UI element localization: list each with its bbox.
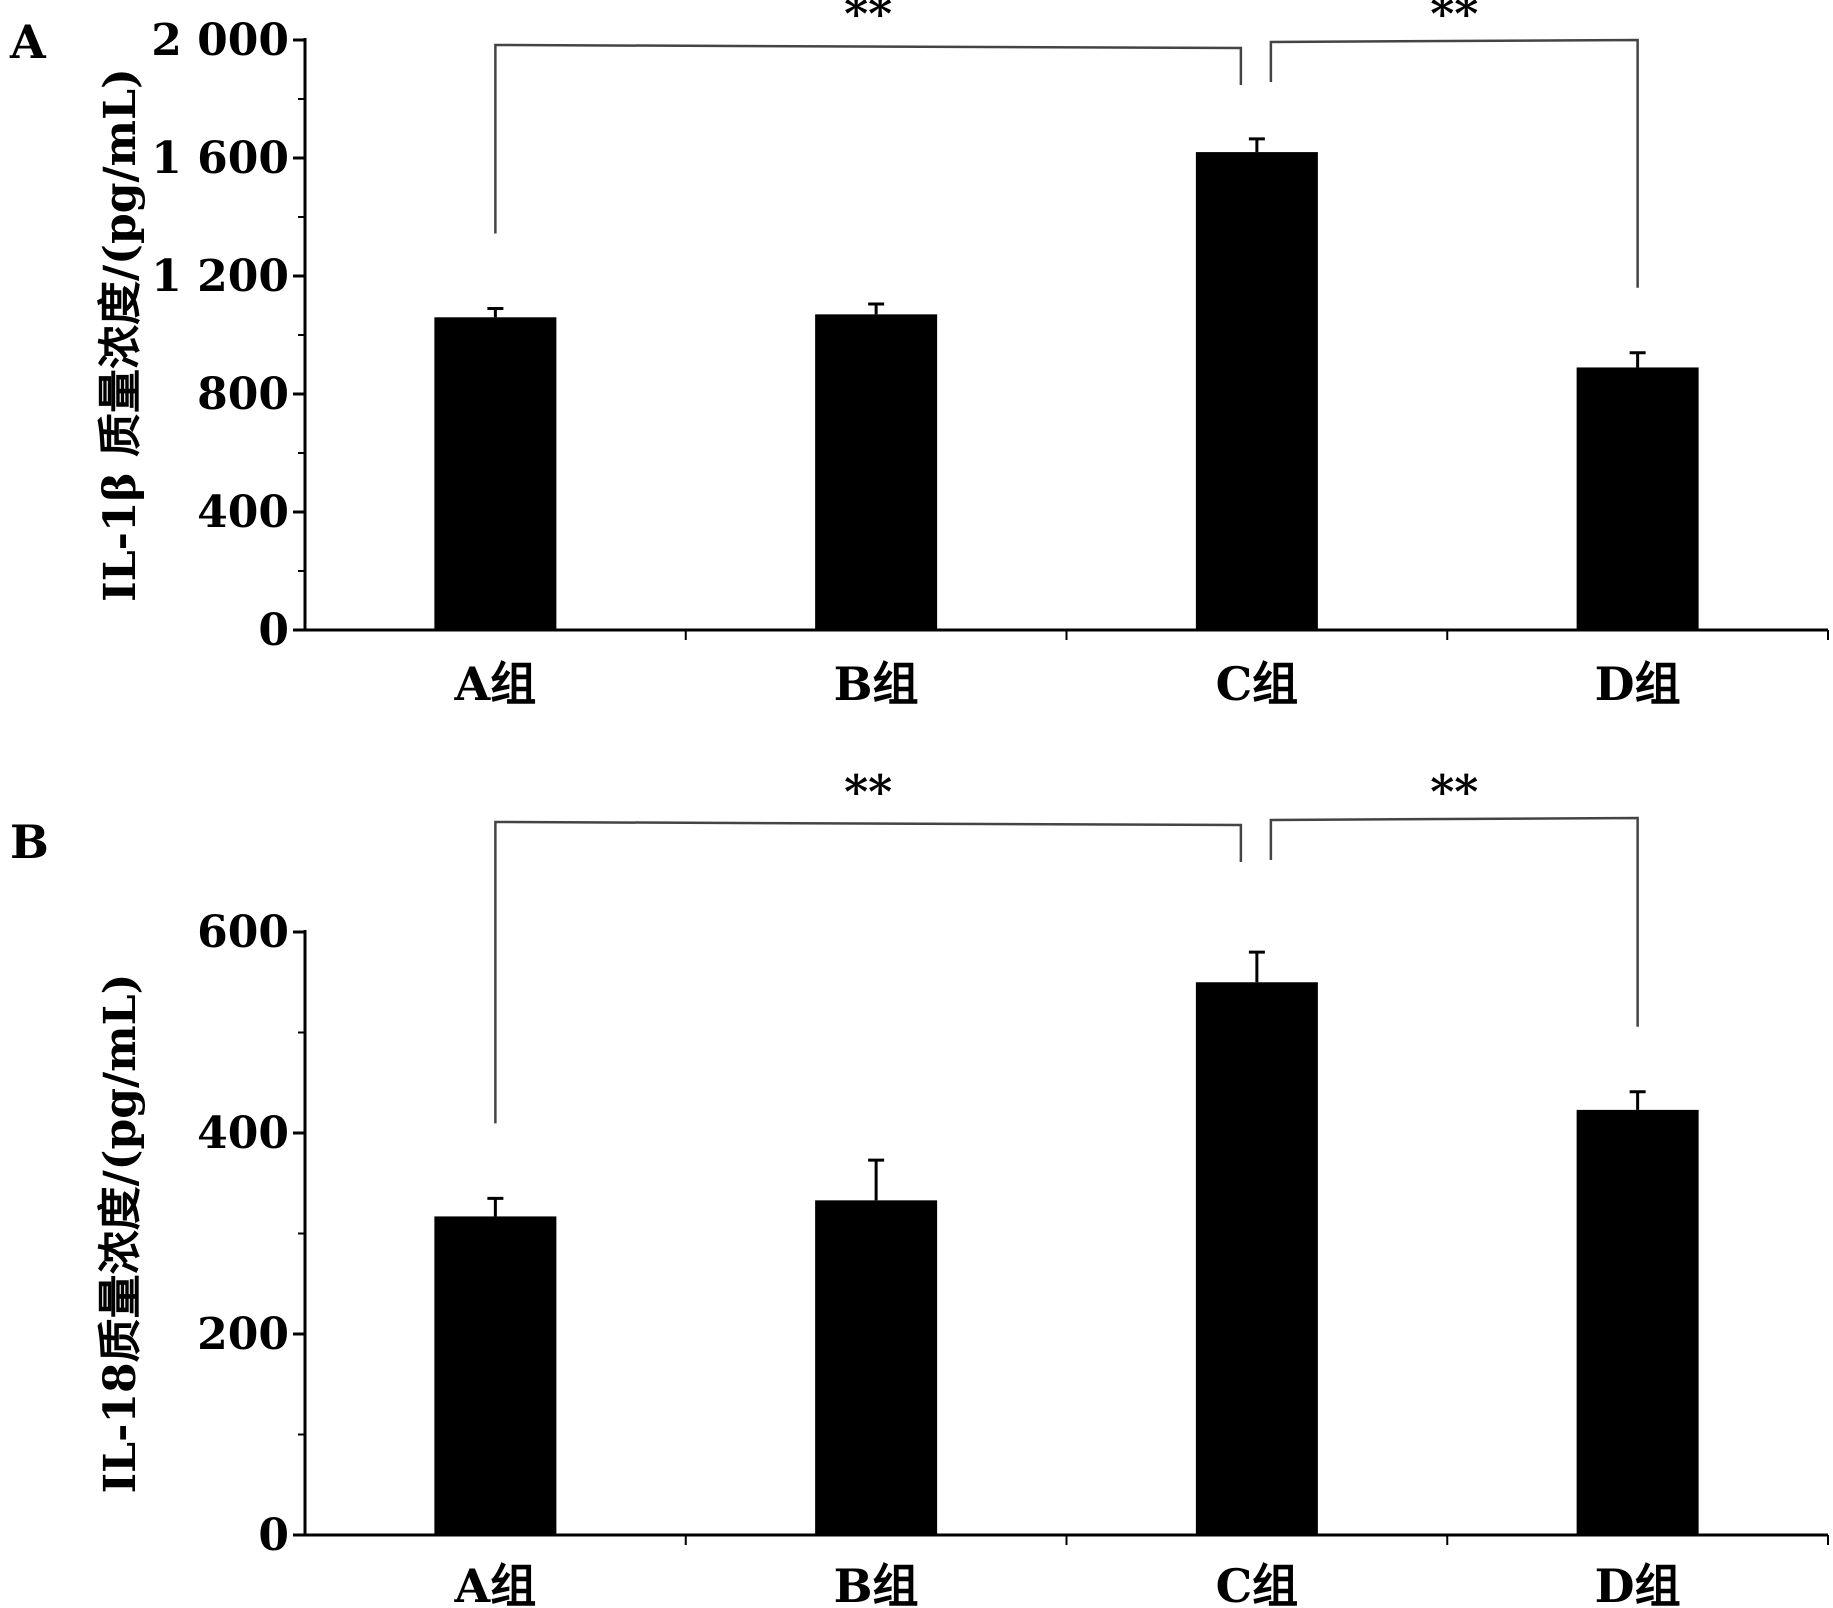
category-label: A组 bbox=[454, 657, 537, 711]
significance-bracket-0 bbox=[494, 43, 1243, 234]
bar-1 bbox=[815, 1200, 938, 1535]
bar-2 bbox=[1195, 152, 1318, 630]
y-tick-label: 200 bbox=[197, 1309, 289, 1360]
y-tick-label: 0 bbox=[258, 605, 289, 656]
category-label: B组 bbox=[834, 1559, 919, 1608]
y-tick-label: 1 200 bbox=[151, 251, 289, 302]
category-label: D组 bbox=[1595, 657, 1681, 711]
chart-panel-a: A 0 400 800 1 200 1 600 2 000 A组 B组 C组 D组 IL-1β 质量浓… bbox=[9, 0, 1829, 711]
y-tick-label: 0 bbox=[258, 1510, 289, 1561]
bar-1 bbox=[815, 314, 938, 630]
y-tick-label: 2 000 bbox=[151, 15, 289, 66]
significance-label: ** bbox=[1430, 0, 1478, 41]
y-axis-label: IL-1β 质量浓度/(pg/mL) bbox=[95, 68, 146, 602]
y-tick-label: 600 bbox=[197, 907, 289, 958]
significance-label: ** bbox=[844, 0, 892, 41]
bar-0 bbox=[434, 317, 557, 630]
bar-2 bbox=[1195, 982, 1318, 1535]
category-label: A组 bbox=[454, 1559, 537, 1608]
significance-bracket-1 bbox=[1269, 38, 1639, 288]
significance-bracket-0 bbox=[494, 820, 1243, 1124]
category-label: C组 bbox=[1216, 1559, 1299, 1608]
chart-panel-b: B 0 200 400 600 A组 B组 C组 D组 IL-18质量浓度/(pg/mL) ** ** bbox=[10, 765, 1829, 1608]
significance-label: ** bbox=[844, 765, 892, 819]
panel-label: A bbox=[9, 15, 47, 69]
category-label: C组 bbox=[1216, 657, 1299, 711]
category-label: D组 bbox=[1595, 1559, 1681, 1608]
category-label: B组 bbox=[834, 657, 919, 711]
panel-label: B bbox=[10, 815, 49, 869]
y-axis-label: IL-18质量浓度/(pg/mL) bbox=[95, 974, 146, 1494]
y-tick-label: 1 600 bbox=[151, 133, 289, 184]
y-tick-label: 400 bbox=[197, 1108, 289, 1159]
significance-label: ** bbox=[1430, 765, 1478, 819]
y-tick-label: 800 bbox=[197, 369, 289, 420]
bar-0 bbox=[434, 1216, 557, 1535]
significance-bracket-1 bbox=[1269, 816, 1639, 1027]
bar-3 bbox=[1576, 367, 1699, 630]
bar-3 bbox=[1576, 1109, 1699, 1535]
y-tick-label: 400 bbox=[197, 487, 289, 538]
